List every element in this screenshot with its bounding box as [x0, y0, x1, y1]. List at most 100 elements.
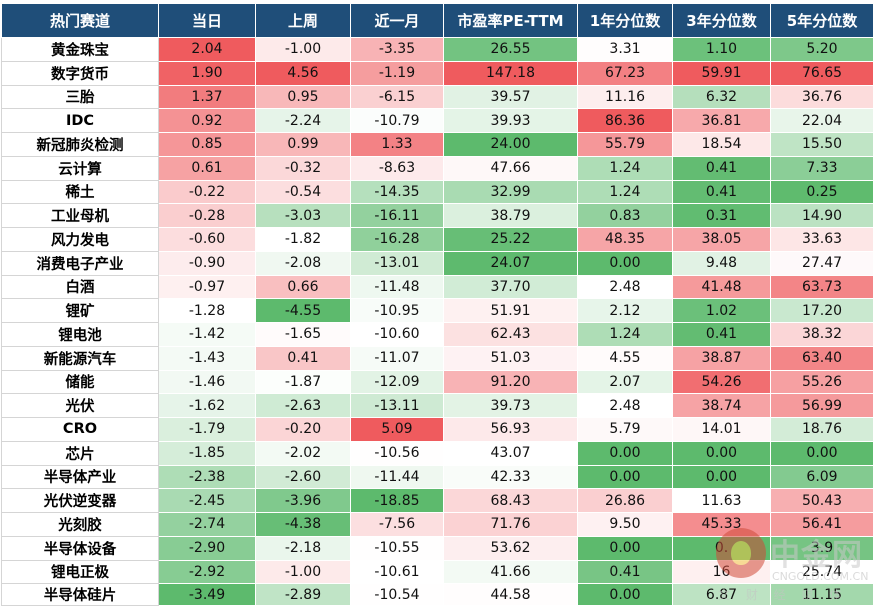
heat-cell: -10.79 — [350, 108, 444, 133]
heat-cell: 27.47 — [770, 250, 874, 276]
sector-name: 白酒 — [1, 274, 159, 300]
table-row: CRO -1.79 -0.20 5.09 56.93 5.79 14.01 18.76 — [1, 417, 874, 442]
heat-cell: 15.50 — [770, 132, 874, 157]
heat-cell: 0.41 — [672, 155, 771, 181]
heat-cell: -2.24 — [255, 108, 351, 133]
heat-cell: 0.92 — [158, 108, 256, 133]
heat-cell: 3.9 — [770, 535, 874, 561]
heat-cell: 0.00 — [672, 440, 771, 466]
column-header: 市盈率PE-TTM — [443, 3, 578, 38]
heat-cell: -10.95 — [350, 298, 444, 323]
table-row: 光伏逆变器 -2.45 -3.96 -18.85 68.43 26.86 11.63 50.4… — [1, 488, 874, 513]
sector-name: 锂电池 — [1, 322, 159, 347]
heat-cell: -2.02 — [255, 440, 351, 466]
heat-cell: -0.60 — [158, 227, 256, 252]
table-row: 半导体设备 -2.90 -2.18 -10.55 53.62 0.00 0. 3.9 — [1, 535, 874, 561]
heat-cell: 50.43 — [770, 488, 874, 513]
heat-cell: -11.48 — [350, 274, 444, 300]
heat-cell: -1.85 — [158, 440, 256, 466]
heat-cell: 0.25 — [770, 179, 874, 205]
heat-cell: -10.56 — [350, 440, 444, 466]
heat-cell: 76.65 — [770, 60, 874, 86]
heat-cell: -3.35 — [350, 37, 444, 62]
heat-cell: -16.11 — [350, 203, 444, 228]
table-body: 黄金珠宝 2.04 -1.00 -3.35 26.55 3.31 1.10 5.20 数字货币 1… — [1, 37, 874, 607]
heat-cell: -10.60 — [350, 322, 444, 347]
heat-cell: -2.45 — [158, 488, 256, 513]
heat-cell: 4.55 — [577, 345, 673, 371]
table-row: 数字货币 1.90 4.56 -1.19 147.18 67.23 59.91 76.65 — [1, 60, 874, 86]
heat-cell: 2.07 — [577, 369, 673, 395]
heat-cell: 56.41 — [770, 512, 874, 537]
sector-name: CRO — [1, 417, 159, 442]
table-row: 光刻胶 -2.74 -4.38 -7.56 71.76 9.50 45.33 56.41 — [1, 512, 874, 537]
sector-name: 稀土 — [1, 179, 159, 205]
heat-cell: 0.99 — [255, 132, 351, 157]
heat-cell: 56.99 — [770, 393, 874, 418]
heat-cell: 9.50 — [577, 512, 673, 537]
heat-cell: 45.33 — [672, 512, 771, 537]
column-header: 5年分位数 — [770, 3, 874, 38]
heat-cell: 38.79 — [443, 203, 578, 228]
sector-name: 储能 — [1, 369, 159, 395]
heat-cell: 68.43 — [443, 488, 578, 513]
heat-cell: 1.37 — [158, 84, 256, 110]
heat-cell: 0.00 — [577, 583, 673, 607]
heat-cell: -2.89 — [255, 583, 351, 607]
heat-cell: -1.46 — [158, 369, 256, 395]
heat-cell: 63.40 — [770, 345, 874, 371]
heat-cell: 18.54 — [672, 132, 771, 157]
heat-cell: -12.09 — [350, 369, 444, 395]
heat-cell: 26.86 — [577, 488, 673, 513]
sector-name: 三胎 — [1, 84, 159, 110]
heat-cell: 38.05 — [672, 227, 771, 252]
heat-cell: 9.48 — [672, 250, 771, 276]
sector-name: IDC — [1, 108, 159, 133]
heat-cell: -2.90 — [158, 535, 256, 561]
column-header: 3年分位数 — [672, 3, 771, 38]
table-row: 芯片 -1.85 -2.02 -10.56 43.07 0.00 0.00 0.00 — [1, 440, 874, 466]
heat-cell: -2.92 — [158, 559, 256, 585]
table-row: 半导体产业 -2.38 -2.60 -11.44 42.33 0.00 0.00 6.09 — [1, 464, 874, 490]
heat-cell: 11.16 — [577, 84, 673, 110]
heat-cell: -18.85 — [350, 488, 444, 513]
heat-cell: 22.04 — [770, 108, 874, 133]
heat-cell: -7.56 — [350, 512, 444, 537]
heat-cell: 0.66 — [255, 274, 351, 300]
heat-cell: -10.55 — [350, 535, 444, 561]
heat-cell: 0.41 — [255, 345, 351, 371]
heat-cell: -1.65 — [255, 322, 351, 347]
heat-cell: -1.82 — [255, 227, 351, 252]
heat-cell: -2.63 — [255, 393, 351, 418]
heat-cell: 2.48 — [577, 274, 673, 300]
heat-cell: 0.00 — [577, 535, 673, 561]
heat-cell: -3.96 — [255, 488, 351, 513]
table-row: 光伏 -1.62 -2.63 -13.11 39.73 2.48 38.74 56.99 — [1, 393, 874, 418]
heat-cell: -16.28 — [350, 227, 444, 252]
heat-cell: -1.62 — [158, 393, 256, 418]
heat-cell: 11.63 — [672, 488, 771, 513]
heat-cell: 67.23 — [577, 60, 673, 86]
heat-cell: 16 — [672, 559, 771, 585]
heat-cell: -1.00 — [255, 559, 351, 585]
heat-cell: 71.76 — [443, 512, 578, 537]
heat-cell: -14.35 — [350, 179, 444, 205]
heat-cell: -1.42 — [158, 322, 256, 347]
sector-name: 新冠肺炎检测 — [1, 132, 159, 157]
heat-cell: -1.87 — [255, 369, 351, 395]
sector-name: 数字货币 — [1, 60, 159, 86]
heat-cell: 0.00 — [577, 464, 673, 490]
heat-cell: -1.43 — [158, 345, 256, 371]
heat-cell: 0.31 — [672, 203, 771, 228]
heat-cell: 0.83 — [577, 203, 673, 228]
heat-cell: 42.33 — [443, 464, 578, 490]
heat-cell: -6.15 — [350, 84, 444, 110]
heat-cell: 0.85 — [158, 132, 256, 157]
sector-name: 半导体产业 — [1, 464, 159, 490]
heat-cell: 1.24 — [577, 322, 673, 347]
heat-cell: 5.20 — [770, 37, 874, 62]
sector-name: 新能源汽车 — [1, 345, 159, 371]
header-row: 热门赛道 当日 上周 近一月 市盈率PE-TTM 1年分位数 3年分位数 5年分位数 — [1, 3, 874, 38]
heat-cell: 39.93 — [443, 108, 578, 133]
heat-cell: 1.90 — [158, 60, 256, 86]
